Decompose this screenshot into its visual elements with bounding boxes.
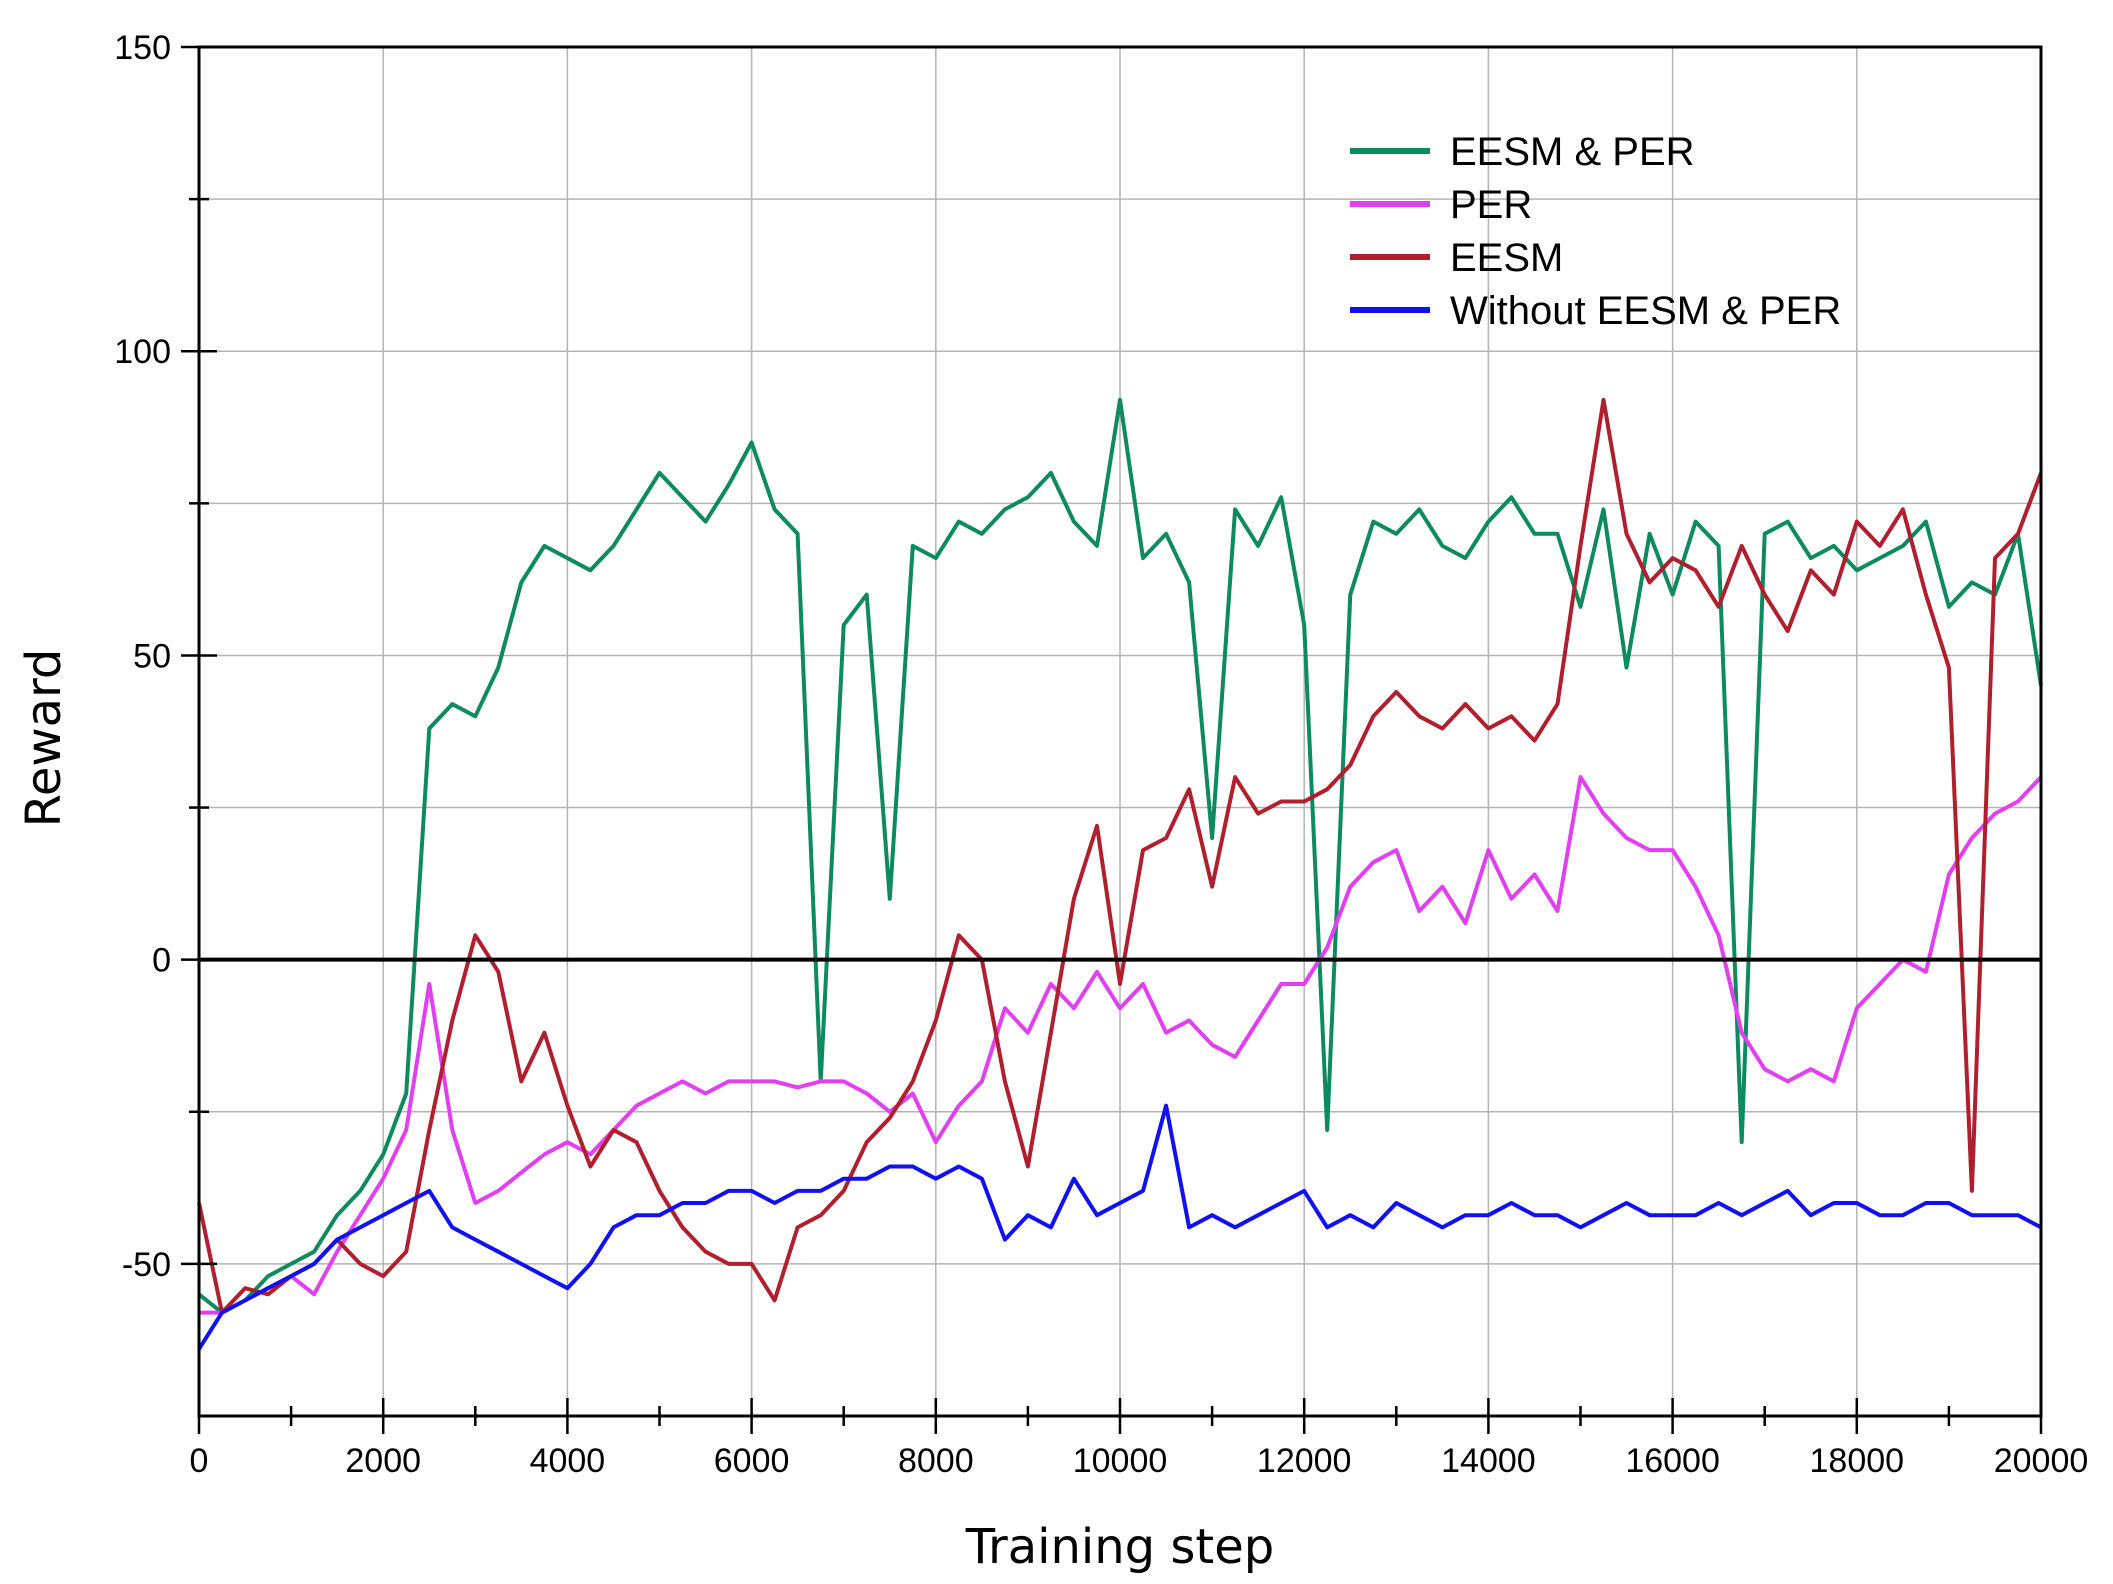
axes [181,45,2043,1434]
x-tick-label: 18000 [1810,1442,1905,1480]
series-line [197,397,2043,1315]
y-tick-label: 150 [114,29,171,67]
legend: EESM & PER PER EESM Without EESM & PER [1350,130,1841,333]
tick-labels: 0 2000 4000 6000 8000 10000 12000 14000 16000 180… [114,29,2088,1480]
y-tick-label: 100 [114,333,171,371]
x-tick-label: 14000 [1441,1442,1536,1480]
x-tick-label: 6000 [714,1442,790,1480]
x-tick-label: 8000 [898,1442,974,1480]
x-tick-label: 16000 [1625,1442,1720,1480]
series-line [197,1103,2042,1351]
y-tick-label: 0 [152,942,171,980]
series-lines [197,397,2043,1351]
x-tick-label: 4000 [530,1442,606,1480]
y-tick-label: 50 [133,637,171,675]
series-line [197,397,2043,1315]
x-tick-label: 0 [190,1442,209,1480]
y-axis-title: Reward [16,649,72,828]
x-tick-label: 20000 [1994,1442,2089,1480]
legend-label: Without EESM & PER [1450,289,1841,333]
grid [199,47,2041,1416]
legend-label: EESM [1450,236,1563,280]
x-tick-label: 12000 [1257,1442,1352,1480]
y-tick-label: -50 [122,1246,171,1284]
series-line [199,775,2043,1315]
x-tick-label: 10000 [1073,1442,1168,1480]
x-axis-title: Training step [965,1519,1274,1575]
legend-label: PER [1450,183,1532,227]
x-tick-label: 2000 [345,1442,421,1480]
legend-label: EESM & PER [1450,130,1695,174]
